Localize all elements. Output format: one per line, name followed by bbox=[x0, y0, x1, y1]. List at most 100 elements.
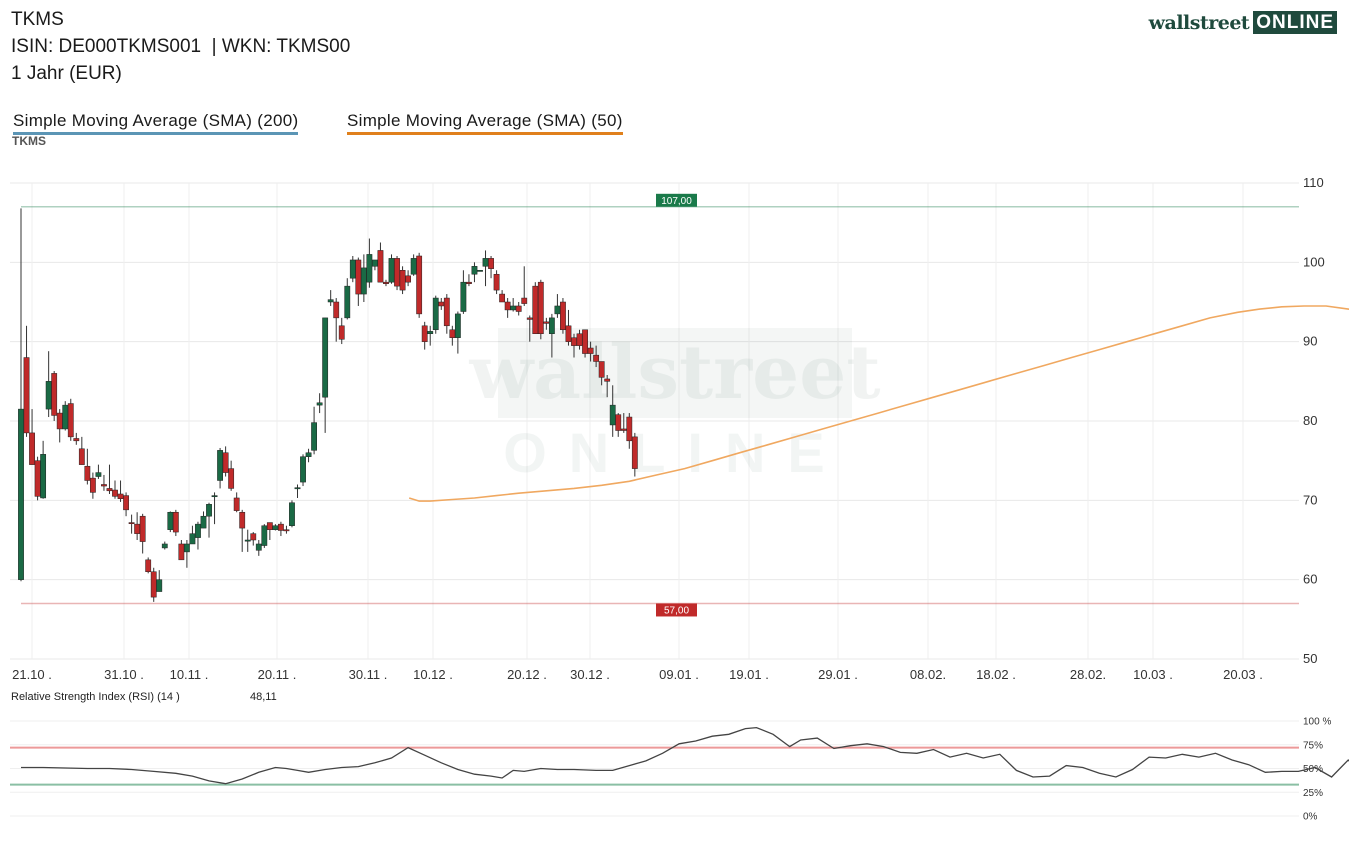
candle-body bbox=[23, 357, 30, 434]
candle-body bbox=[305, 452, 312, 457]
candle bbox=[394, 255, 400, 291]
candle bbox=[377, 242, 384, 283]
legend-sma50[interactable]: Simple Moving Average (SMA) (50) bbox=[347, 111, 623, 135]
candle bbox=[311, 406, 317, 455]
candle-body bbox=[250, 533, 257, 541]
candle bbox=[300, 454, 306, 487]
candle-body bbox=[554, 305, 561, 315]
candle-body bbox=[477, 270, 483, 272]
candle bbox=[432, 295, 439, 334]
candle bbox=[554, 294, 561, 318]
candle-body bbox=[460, 281, 467, 312]
candle bbox=[427, 325, 434, 346]
candle-body bbox=[432, 297, 439, 331]
candle bbox=[471, 262, 478, 283]
candle-body bbox=[537, 281, 544, 334]
x-tick-label: 19.01 . bbox=[729, 667, 769, 682]
instrument-name: TKMS bbox=[11, 9, 64, 30]
candle bbox=[101, 474, 107, 491]
candle-body bbox=[510, 305, 517, 311]
candle bbox=[626, 413, 633, 449]
candle bbox=[112, 480, 118, 499]
candle-body bbox=[289, 502, 295, 526]
candle-body bbox=[62, 404, 69, 430]
candle bbox=[499, 290, 506, 303]
candle bbox=[327, 290, 334, 306]
rsi-y-tick-label: 0% bbox=[1303, 812, 1318, 823]
candle bbox=[466, 274, 472, 287]
candle-body bbox=[593, 354, 600, 362]
candle bbox=[84, 448, 91, 485]
candle-body bbox=[112, 489, 118, 497]
rsi-line bbox=[21, 726, 1349, 785]
candle-body bbox=[543, 321, 550, 324]
candle-body bbox=[150, 571, 157, 598]
candle bbox=[587, 341, 594, 362]
candle bbox=[405, 270, 412, 287]
candle bbox=[477, 270, 483, 272]
candle bbox=[266, 522, 273, 540]
candle-body bbox=[172, 511, 179, 533]
candle bbox=[167, 511, 174, 533]
candle-body bbox=[139, 515, 146, 542]
candle-body bbox=[67, 403, 74, 438]
candle-body bbox=[615, 414, 622, 431]
candle bbox=[460, 270, 467, 314]
candle bbox=[438, 298, 445, 310]
candle-body bbox=[532, 285, 539, 334]
candle bbox=[244, 529, 251, 552]
candle-body bbox=[266, 522, 273, 530]
legend-sma200[interactable]: Simple Moving Average (SMA) (200) bbox=[13, 111, 299, 135]
y-tick-label: 90 bbox=[1303, 334, 1317, 349]
candle-body bbox=[526, 317, 533, 320]
candle bbox=[189, 525, 196, 545]
candle-body bbox=[255, 543, 262, 551]
candle-body bbox=[565, 325, 572, 342]
rsi-y-tick-label: 100 % bbox=[1303, 717, 1331, 728]
candle-body bbox=[228, 468, 235, 489]
candle bbox=[255, 540, 262, 556]
sma50-line bbox=[408, 305, 1349, 502]
candle bbox=[294, 484, 301, 498]
candle bbox=[360, 254, 367, 302]
candle-body bbox=[383, 281, 389, 285]
candle-body bbox=[211, 495, 218, 498]
wallstreet-online-logo[interactable]: wallstreet ONLINE bbox=[1149, 11, 1337, 34]
candle-body bbox=[29, 432, 35, 465]
x-tick-label: 18.02 . bbox=[976, 667, 1016, 682]
candle bbox=[178, 540, 185, 561]
candle bbox=[128, 514, 135, 534]
candle bbox=[250, 532, 257, 546]
candle-body bbox=[471, 266, 478, 275]
candle bbox=[410, 254, 417, 276]
watermark-logo: ONLINE bbox=[503, 421, 847, 484]
candle bbox=[355, 257, 362, 306]
candle-body bbox=[521, 297, 528, 304]
candle-body bbox=[56, 412, 63, 430]
candle bbox=[510, 298, 517, 312]
candle-body bbox=[117, 493, 124, 499]
candle-body bbox=[482, 258, 489, 267]
candle-body bbox=[294, 487, 301, 490]
candle bbox=[23, 325, 30, 437]
candle bbox=[89, 472, 96, 499]
candle bbox=[521, 266, 528, 306]
candle bbox=[543, 317, 550, 330]
candle bbox=[504, 298, 511, 318]
candle bbox=[316, 393, 323, 414]
candle bbox=[372, 259, 378, 271]
x-tick-label: 31.10 . bbox=[104, 667, 144, 682]
x-tick-label: 10.03 . bbox=[1133, 667, 1173, 682]
x-tick-label: 10.12 . bbox=[413, 667, 453, 682]
candle bbox=[117, 480, 124, 502]
candle-body bbox=[488, 258, 494, 269]
watermark-logo: wallstreet bbox=[468, 330, 880, 416]
candle-body bbox=[366, 254, 373, 283]
candle bbox=[598, 361, 605, 386]
y-tick-label: 50 bbox=[1303, 651, 1317, 666]
candle-body bbox=[504, 301, 511, 311]
candle bbox=[333, 298, 340, 342]
period-label: 1 Jahr (EUR) bbox=[11, 63, 122, 84]
candle-body bbox=[344, 285, 351, 319]
